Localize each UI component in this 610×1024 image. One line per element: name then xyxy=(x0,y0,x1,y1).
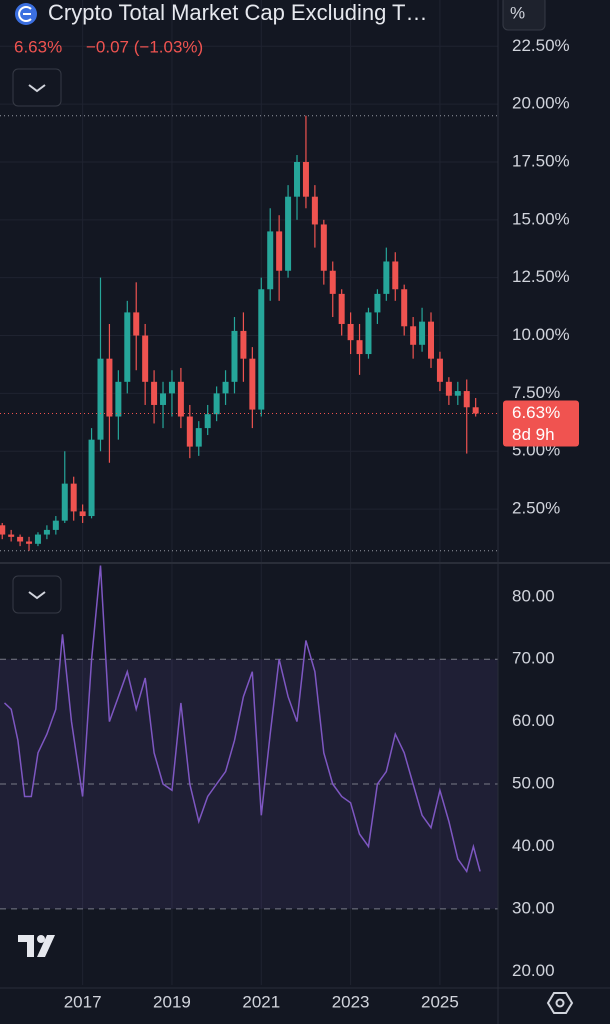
candle-body xyxy=(338,293,345,324)
candle-body xyxy=(445,381,452,396)
symbol-title[interactable]: Crypto Total Market Cap Excluding T… xyxy=(48,0,427,25)
symbol-icon-glyph xyxy=(18,6,32,22)
candle-body xyxy=(213,393,220,415)
y-tick-label: 70.00 xyxy=(512,649,555,668)
y-tick-label: 80.00 xyxy=(512,586,555,605)
candle-body xyxy=(186,416,193,447)
y-tick-label: 20.00 xyxy=(512,961,555,980)
x-tick-label: 2023 xyxy=(332,992,370,1011)
x-tick-label: 2021 xyxy=(242,992,280,1011)
candle-body xyxy=(168,381,175,394)
candle-body xyxy=(419,321,426,345)
candle-body xyxy=(124,312,131,382)
y-tick-label: 2.50% xyxy=(512,499,560,518)
candle-body xyxy=(222,381,229,394)
candle-body xyxy=(311,196,318,225)
settings-button[interactable] xyxy=(546,992,574,1014)
change: −0.07 (−1.03%) xyxy=(86,37,203,56)
candle-body xyxy=(436,358,443,382)
logo-part xyxy=(18,935,34,957)
candle-body xyxy=(410,326,417,345)
plot xyxy=(0,115,498,910)
candle-body xyxy=(204,414,211,429)
candle-body xyxy=(142,335,149,382)
y-tick-label: 50.00 xyxy=(512,774,555,793)
candle-body xyxy=(97,358,104,440)
collapse-button[interactable] xyxy=(12,575,62,614)
settings-icon-center[interactable] xyxy=(555,998,565,1008)
candle-body xyxy=(88,439,95,517)
candle-body xyxy=(454,391,461,396)
candle-body xyxy=(267,231,274,290)
candle-body xyxy=(70,483,77,512)
y-tick-label: 40.00 xyxy=(512,836,555,855)
candle-body xyxy=(106,358,113,417)
candle-body xyxy=(276,231,283,271)
candle-body xyxy=(258,289,265,410)
candle-body xyxy=(401,289,408,327)
y-tick-label: 20.00% xyxy=(512,94,570,113)
candle-body xyxy=(151,381,158,405)
collapse-icon[interactable] xyxy=(28,591,46,600)
candle-body xyxy=(347,323,354,341)
unit-button[interactable] xyxy=(502,0,546,31)
candle-body xyxy=(249,358,256,410)
price-tag xyxy=(503,400,579,447)
candle-body xyxy=(8,534,15,537)
candle-body xyxy=(133,312,140,336)
candle-body xyxy=(195,428,202,447)
collapse-icon[interactable] xyxy=(28,84,46,93)
candle-body xyxy=(160,393,167,405)
x-tick-label: 2019 xyxy=(153,992,191,1011)
y-tick-label: 22.50% xyxy=(512,36,570,55)
candle-body xyxy=(320,224,327,271)
y-tick-label: 17.50% xyxy=(512,151,570,170)
candle-body xyxy=(356,340,363,355)
candle-body xyxy=(43,529,50,535)
candle-body xyxy=(302,161,309,197)
candle-body xyxy=(294,161,301,197)
x-tick-label: 2017 xyxy=(64,992,102,1011)
y-tick-label: 12.50% xyxy=(512,267,570,286)
candle-body xyxy=(428,321,435,359)
logo-part xyxy=(37,935,55,957)
price-tag-countdown: 8d 9h xyxy=(512,425,555,444)
candle-body xyxy=(374,293,381,313)
y-tick-label: 15.00% xyxy=(512,209,570,228)
rsi-line xyxy=(3,565,481,874)
unit-button-label[interactable]: % xyxy=(510,3,525,22)
candle-body xyxy=(383,261,390,294)
settings-icon[interactable] xyxy=(546,992,574,1014)
candle-body xyxy=(17,536,24,542)
candle-body xyxy=(472,407,479,414)
y-tick-label: 60.00 xyxy=(512,711,555,730)
candle-body xyxy=(61,483,68,521)
y-tick-label: 10.00% xyxy=(512,325,570,344)
collapse-button[interactable] xyxy=(12,68,62,107)
grid xyxy=(0,0,498,985)
candle-body xyxy=(177,381,184,417)
candle-body xyxy=(240,330,247,359)
candle-body xyxy=(115,381,122,417)
price-tag-value: 6.63% xyxy=(512,403,560,422)
candle-body xyxy=(285,196,292,271)
logo-part xyxy=(37,935,45,943)
tradingview-logo xyxy=(18,935,55,957)
candle-body xyxy=(34,534,41,544)
candle-body xyxy=(463,391,470,408)
candle-body xyxy=(52,520,59,530)
candle-body xyxy=(365,312,372,355)
last-value: 6.63% xyxy=(14,37,62,56)
x-tick-label: 2025 xyxy=(421,992,459,1011)
candle-body xyxy=(392,261,399,290)
candle-body xyxy=(0,525,6,535)
candle-body xyxy=(231,330,238,382)
y-tick-label: 30.00 xyxy=(512,898,555,917)
candle-body xyxy=(79,511,86,517)
y-tick-label: 7.50% xyxy=(512,383,560,402)
candle-body xyxy=(26,541,33,544)
candle-body xyxy=(329,270,336,294)
